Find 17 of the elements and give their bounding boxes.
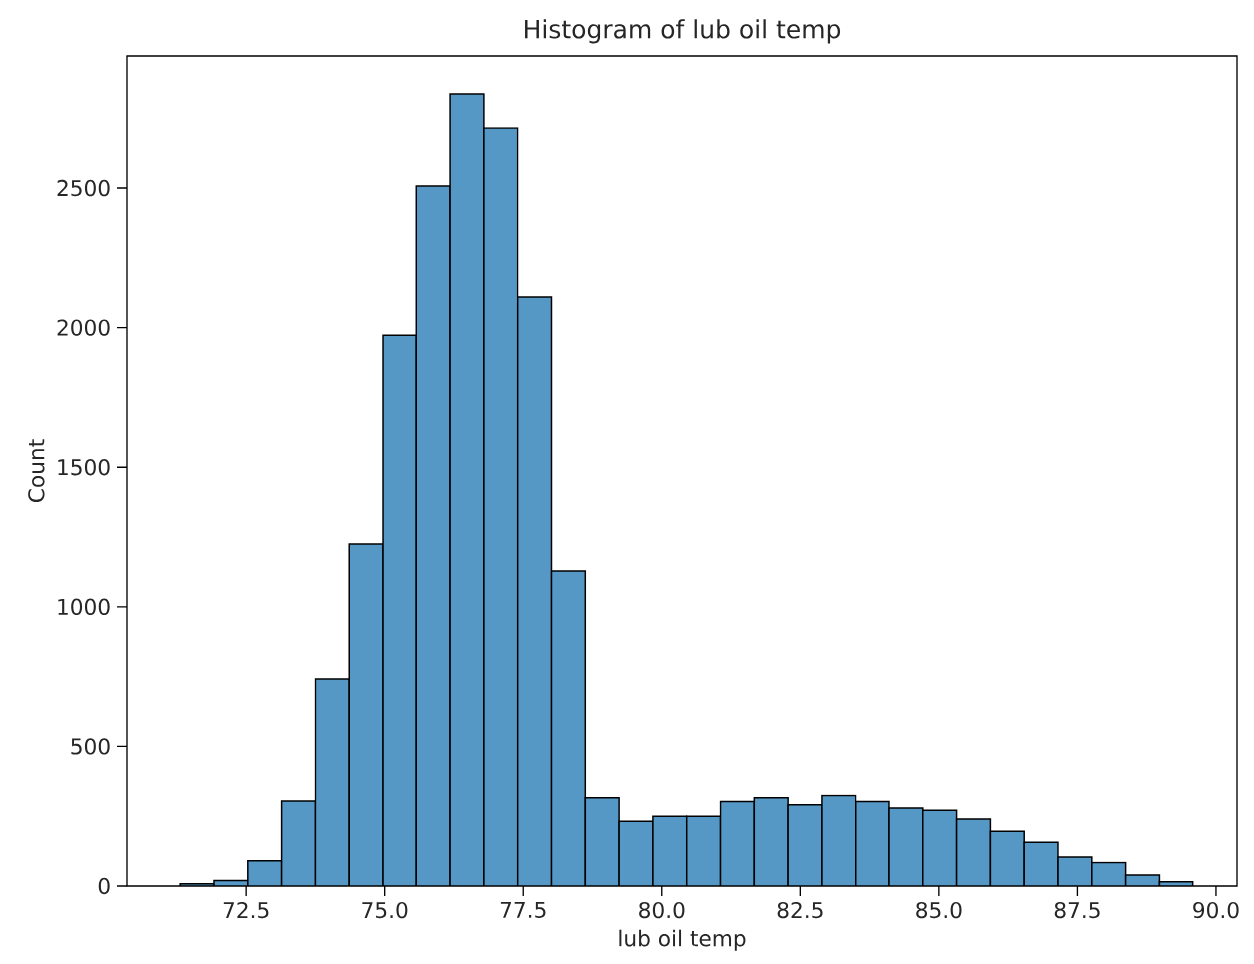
- x-tick-label: 77.5: [500, 901, 546, 918]
- y-tick-label: 2500: [57, 179, 110, 197]
- y-tick-label: 2000: [57, 319, 110, 336]
- y-tick-label: 500: [71, 738, 110, 755]
- x-tick-label: 75.0: [362, 901, 408, 919]
- chart-title: Histogram of lub oil temp: [525, 19, 841, 44]
- y-tick-label: 1500: [58, 459, 110, 476]
- x-tick-label: 82.5: [777, 901, 823, 919]
- x-tick-label: 80.0: [639, 901, 685, 919]
- y-tick-label: 1000: [58, 598, 110, 615]
- x-tick-label: 72.5: [223, 901, 269, 919]
- x-tick-label: 87.5: [1054, 901, 1100, 919]
- x-axis-title: lub oil temp: [619, 929, 746, 951]
- y-axis-title: Count: [28, 439, 45, 502]
- y-tick-label: 0: [98, 877, 110, 895]
- x-tick-label: 90.0: [1193, 901, 1239, 919]
- x-tick-label: 85.0: [916, 901, 962, 919]
